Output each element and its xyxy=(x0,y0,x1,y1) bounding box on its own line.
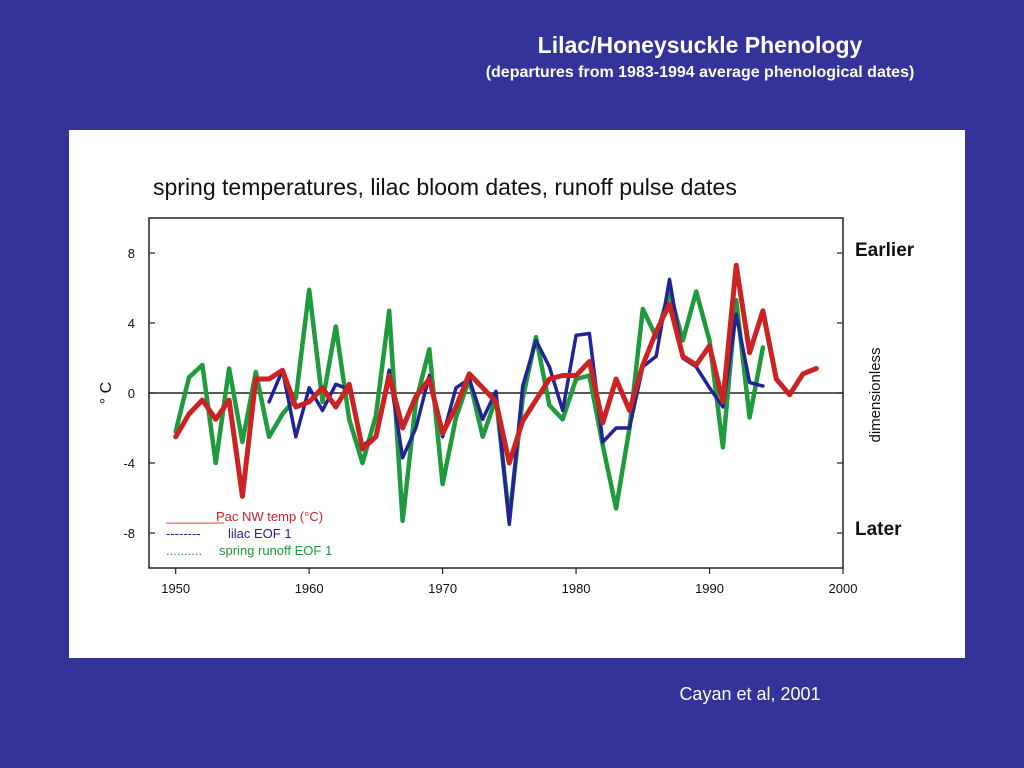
legend-label: spring runoff EOF 1 xyxy=(219,543,332,558)
x-tick-label: 2000 xyxy=(829,581,858,596)
y-axis-label: ° C xyxy=(98,382,115,404)
x-tick-label: 1980 xyxy=(562,581,591,596)
slide-title: Lilac/Honeysuckle Phenology xyxy=(400,32,1000,59)
y-tick-label: 8 xyxy=(128,246,135,261)
right-axis xyxy=(837,253,843,533)
citation: Cayan et al, 2001 xyxy=(640,684,860,705)
x-tick-label: 1960 xyxy=(295,581,324,596)
x-tick-label: 1950 xyxy=(161,581,190,596)
series-layer xyxy=(176,265,817,524)
x-axis: 1950 1960 1970 1980 1990 2000 xyxy=(161,568,857,596)
series-line-pac-nw-temp-c xyxy=(176,265,817,496)
x-tick-label: 1970 xyxy=(428,581,457,596)
y-tick-label: 4 xyxy=(128,316,135,331)
chart-title: spring temperatures, lilac bloom dates, … xyxy=(153,174,737,200)
y-tick-label: 0 xyxy=(128,386,135,401)
chart: spring temperatures, lilac bloom dates, … xyxy=(69,130,965,658)
figure-panel: spring temperatures, lilac bloom dates, … xyxy=(69,130,965,658)
right-axis-label: dimensionless xyxy=(867,347,884,442)
right-label-later: Later xyxy=(855,519,902,540)
legend-label: lilac EOF 1 xyxy=(228,526,292,541)
legend-line-glyph: -------- xyxy=(166,526,201,541)
right-label-earlier: Earlier xyxy=(855,240,915,261)
y-axis: 8 4 0 -4 -8 xyxy=(123,246,155,541)
x-tick-label: 1990 xyxy=(695,581,724,596)
legend-label: Pac NW temp (°C) xyxy=(216,509,323,524)
y-tick-label: -8 xyxy=(123,526,135,541)
slide-subtitle: (departures from 1983-1994 average pheno… xyxy=(400,64,1000,82)
legend-line-glyph: .......... xyxy=(166,543,202,558)
y-tick-label: -4 xyxy=(123,456,135,471)
legend: ________Pac NW temp (°C)-------- lilac EO… xyxy=(165,509,332,558)
